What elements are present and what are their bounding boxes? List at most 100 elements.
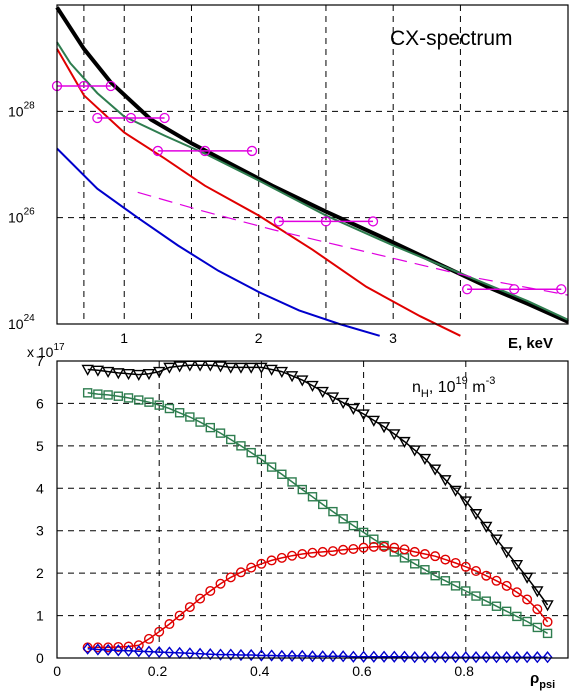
bottom-marker-2-41: [501, 580, 512, 591]
bottom-series-3: [82, 642, 553, 664]
bottom-marker-2-26: [348, 543, 359, 554]
bottom-marker-3-7: [154, 645, 165, 659]
bottom-marker-0-5: [132, 369, 145, 382]
bottom-annotation: nH, 1019 m-3: [412, 375, 495, 400]
bottom-marker-2-32: [409, 546, 420, 557]
bottom-marker-0-37: [459, 496, 472, 508]
bottom-marker-2-24: [327, 546, 338, 557]
bottom-marker-2-27: [358, 542, 369, 553]
bottom-marker-3-27: [358, 650, 369, 663]
bottom-marker-2-20: [287, 550, 298, 561]
bottom-marker-3-23: [317, 650, 328, 663]
top-point-marker-3-0: [273, 216, 285, 227]
bottom-marker-2-30: [389, 542, 400, 553]
bottom-y-tick-label-0: 0: [36, 650, 44, 666]
bottom-marker-0-22: [306, 380, 319, 393]
bottom-marker-3-21: [297, 649, 308, 662]
bottom-marker-3-11: [195, 647, 205, 660]
bottom-y-tick-label-4: 4: [36, 480, 44, 496]
bottom-y-scale-label: x 1017: [27, 342, 65, 360]
bottom-marker-3-4: [123, 644, 134, 657]
bottom-marker-3-28: [368, 650, 379, 663]
bottom-marker-0-20: [285, 371, 299, 383]
bottom-marker-3-20: [287, 649, 297, 662]
bottom-marker-0-24: [326, 392, 340, 404]
bottom-marker-3-42: [512, 651, 522, 664]
bottom-y-tick-label-6: 6: [36, 395, 44, 411]
bottom-y-tick-label-5: 5: [36, 438, 44, 454]
bottom-marker-0-31: [398, 436, 411, 449]
bottom-y-tick-label-3: 3: [36, 523, 44, 539]
bottom-marker-3-3: [113, 644, 124, 657]
bottom-marker-3-2: [103, 643, 113, 657]
bottom-marker-1-43: [522, 616, 532, 627]
bottom-x-tick-labels: 0 0.2 0.4 0.6 0.8: [53, 663, 474, 679]
bottom-marker-1-6: [144, 397, 154, 407]
bottom-series-line-2: [87, 546, 549, 649]
bottom-marker-2-2: [103, 642, 114, 653]
bottom-series-line-1: [87, 392, 548, 635]
bottom-marker-1-34: [430, 570, 440, 581]
bottom-marker-0-26: [347, 403, 360, 415]
bottom-marker-2-10: [184, 602, 195, 613]
top-grid: [57, 5, 568, 325]
bottom-marker-3-15: [236, 648, 246, 662]
top-y-tick-labels: 1024 1026 1028: [8, 100, 35, 332]
top-series-line-0: [55, 6, 569, 324]
bottom-y-tick-labels: 0 1 2 3 4 5 6 7: [36, 353, 44, 666]
top-point-marker-3-1: [320, 216, 332, 227]
bottom-marker-1-20: [287, 477, 297, 487]
bottom-marker-0-13: [214, 361, 227, 373]
bottom-marker-2-45: [542, 616, 553, 627]
bottom-marker-3-39: [481, 651, 492, 664]
top-data-point-3: [273, 216, 379, 227]
bottom-marker-3-45: [542, 651, 553, 664]
bottom-x-tick-label-3: 0.6: [352, 663, 372, 679]
bottom-marker-0-27: [357, 409, 370, 421]
bottom-marker-3-24: [328, 650, 338, 663]
bottom-marker-0-8: [163, 362, 176, 374]
bottom-marker-2-25: [338, 544, 349, 555]
bottom-marker-2-34: [430, 551, 441, 562]
bottom-marker-0-33: [418, 453, 432, 466]
bottom-marker-3-38: [471, 651, 481, 664]
bottom-marker-0-40: [490, 534, 503, 546]
bottom-marker-1-7: [154, 400, 164, 410]
bottom-marker-0-2: [101, 366, 115, 379]
bottom-marker-1-41: [501, 606, 512, 617]
bottom-marker-0-34: [428, 464, 442, 476]
bottom-marker-3-14: [225, 648, 236, 661]
top-x-tick-label-0: 1: [120, 330, 128, 346]
bottom-marker-2-16: [246, 562, 257, 573]
bottom-series-line-3: [87, 647, 548, 658]
bottom-marker-0-41: [500, 547, 513, 559]
bottom-marker-3-34: [430, 651, 441, 664]
bottom-marker-3-44: [532, 651, 543, 664]
top-y-tick-label-2: 1028: [8, 100, 35, 119]
bottom-marker-2-3: [113, 641, 124, 652]
bottom-marker-2-36: [450, 557, 461, 568]
bottom-marker-1-1: [93, 389, 103, 399]
bottom-marker-1-15: [236, 441, 246, 451]
bottom-marker-0-3: [112, 368, 125, 380]
bottom-marker-2-6: [143, 633, 154, 644]
top-y-tick-label-1: 1026: [8, 207, 35, 226]
bottom-marker-1-37: [461, 586, 471, 596]
bottom-marker-3-18: [266, 649, 277, 662]
bottom-marker-3-19: [276, 649, 287, 662]
bottom-marker-2-37: [460, 561, 471, 572]
bottom-series-group: [81, 360, 554, 664]
bottom-marker-1-13: [215, 428, 226, 438]
bottom-marker-3-6: [144, 645, 154, 658]
bottom-marker-3-22: [307, 650, 318, 663]
bottom-series-2: [82, 541, 553, 653]
bottom-marker-0-1: [91, 365, 105, 377]
bottom-marker-1-19: [277, 469, 287, 479]
top-data-point-2: [152, 145, 258, 157]
bottom-x-tick-label-4: 0.8: [454, 663, 474, 679]
bottom-marker-2-31: [399, 544, 410, 555]
bottom-marker-3-13: [215, 648, 226, 661]
bottom-marker-0-29: [377, 422, 391, 434]
bottom-marker-0-4: [122, 369, 135, 381]
